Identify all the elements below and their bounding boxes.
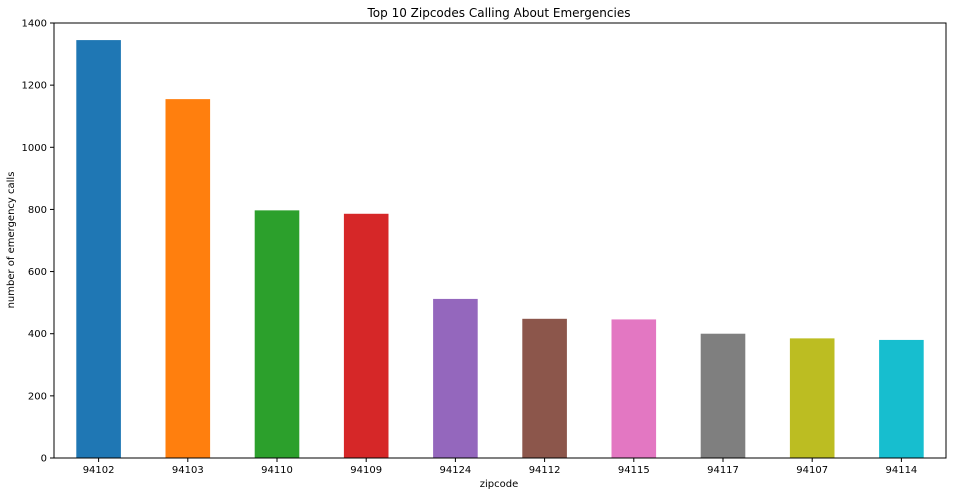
y-tick-label: 1200 — [22, 81, 47, 92]
x-tick-label: 94117 — [707, 465, 739, 476]
y-tick-label: 1000 — [22, 143, 47, 154]
y-axis-label: number of emergency calls — [6, 172, 17, 309]
bar-94117 — [700, 333, 746, 458]
y-tick-label: 400 — [28, 329, 47, 340]
bars-group — [76, 40, 924, 458]
x-axis: 94102 94103 94110 94109 94124 94112 94115 94117… — [83, 458, 917, 476]
x-tick-label: 94110 — [261, 465, 293, 476]
bar-94124 — [433, 298, 478, 458]
x-tick-label: 94103 — [172, 465, 204, 476]
x-tick-label: 94109 — [350, 465, 382, 476]
x-tick-label: 94114 — [885, 465, 917, 476]
x-tick-label: 94112 — [529, 465, 561, 476]
bar-94103 — [165, 99, 211, 458]
y-tick-label: 0 — [41, 454, 47, 465]
x-tick-label: 94107 — [796, 465, 828, 476]
plot-area-border — [53, 22, 947, 459]
bar-94107 — [789, 338, 835, 458]
y-tick-label: 1400 — [22, 19, 47, 30]
y-axis: 0 200 400 600 800 1000 1200 1400 — [22, 19, 54, 465]
bar-94112 — [522, 318, 567, 458]
bar-94115 — [611, 319, 657, 458]
bar-94109 — [343, 213, 389, 458]
bar-94110 — [254, 210, 300, 458]
x-tick-label: 94115 — [618, 465, 650, 476]
x-axis-label: zipcode — [480, 479, 519, 490]
bar-94114 — [879, 339, 924, 458]
bar-94102 — [76, 40, 121, 458]
x-tick-label: 94102 — [83, 465, 115, 476]
chart-title: Top 10 Zipcodes Calling About Emergencie… — [367, 6, 631, 20]
y-tick-label: 800 — [28, 205, 47, 216]
y-tick-label: 200 — [28, 391, 47, 402]
y-tick-label: 600 — [28, 267, 47, 278]
x-tick-label: 94124 — [439, 465, 471, 476]
